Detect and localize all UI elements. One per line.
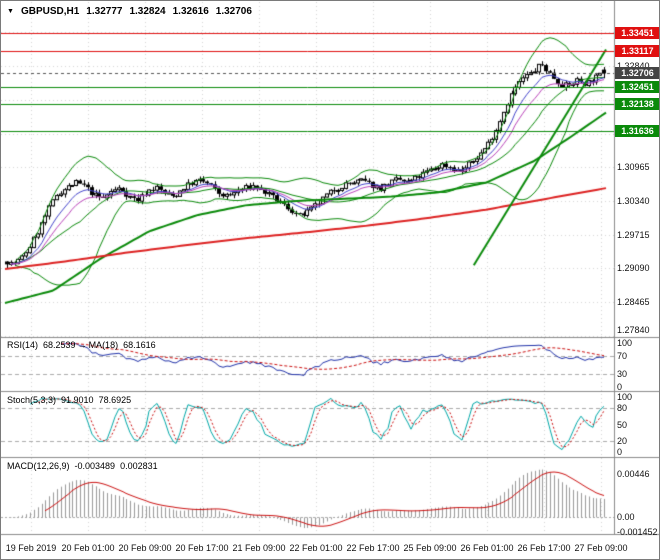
support-price-label: 1.32451 — [615, 81, 659, 94]
macd-signal-value: 0.002831 — [120, 461, 158, 471]
rsi-axis-tick: 100 — [617, 338, 633, 348]
macd-axis-tick: -0.001452 — [617, 526, 658, 537]
macd-axis-tick: 0.00446 — [617, 468, 650, 479]
macd-name: MACD(12,26,9) — [7, 461, 70, 471]
time-axis-label: 20 Feb 01:00 — [61, 543, 115, 553]
time-axis-label: 26 Feb 17:00 — [517, 543, 571, 553]
time-axis-label: 20 Feb 09:00 — [118, 543, 172, 553]
price-axis-tick: 1.29715 — [617, 229, 650, 240]
stoch-name: Stoch(5,3,3) — [7, 395, 57, 405]
price-axis-tick: 1.27840 — [617, 325, 650, 335]
ohlc-open-value: 1.32777 — [86, 6, 123, 17]
stoch-signal-value: 78.6925 — [98, 395, 132, 405]
ohlc-low-value: 1.32616 — [172, 6, 209, 17]
time-axis-label: 19 Feb 2019 — [5, 543, 57, 553]
price-axis-tick: 1.30965 — [617, 162, 650, 173]
stoch-axis-tick: 0 — [617, 447, 623, 457]
stoch-value: 91.9010 — [61, 395, 94, 405]
ohlc-high-value: 1.32824 — [129, 6, 166, 17]
time-axis-label: 26 Feb 01:00 — [460, 543, 514, 553]
stoch-axis-tick: 50 — [617, 419, 628, 430]
symbol-timeframe-label: GBPUSD,H1 — [20, 6, 80, 17]
ohlc-close-value: 1.32706 — [215, 6, 252, 17]
price-axis-tick: 1.30340 — [617, 196, 650, 207]
chart-header: ▼ GBPUSD,H1 1.32777 1.32824 1.32616 1.32… — [7, 6, 252, 17]
price-axis-tick: 1.32840 — [617, 61, 650, 72]
time-axis-label: 25 Feb 09:00 — [403, 543, 457, 553]
resistance-price-label: 1.33451 — [615, 27, 659, 40]
stoch-axis-tick: 80 — [617, 403, 628, 413]
time-axis-label: 27 Feb 09:00 — [574, 543, 628, 553]
stoch-indicator-label: Stoch(5,3,3) 91.9010 78.6925 — [7, 395, 131, 405]
support-price-label: 1.32138 — [615, 98, 659, 111]
rsi-name: RSI(14) — [7, 340, 39, 350]
rsi-axis-tick: 30 — [617, 368, 628, 379]
symbol-dropdown-icon[interactable]: ▼ — [7, 7, 14, 15]
time-axis-label: 22 Feb 01:00 — [289, 543, 343, 553]
time-axis-label: 20 Feb 17:00 — [175, 543, 229, 553]
rsi-ma-value: 68.1616 — [123, 340, 156, 350]
stoch-axis-tick: 100 — [617, 392, 633, 402]
time-axis-label: 21 Feb 09:00 — [232, 543, 286, 553]
stoch-axis-tick: 20 — [617, 436, 628, 446]
support-price-label: 1.31636 — [615, 125, 659, 138]
rsi-value: 68.2539 — [43, 340, 76, 350]
current-price-label: 1.32706 — [615, 67, 659, 80]
resistance-price-label: 1.33117 — [615, 45, 659, 58]
time-axis-label: 22 Feb 17:00 — [346, 543, 400, 553]
rsi-axis-tick: 70 — [617, 351, 628, 362]
macd-value: -0.003489 — [74, 461, 116, 471]
rsi-ma-arrow-icon: → — [77, 340, 87, 350]
rsi-indicator-label: RSI(14) 68.2539 → MA(18) 68.1616 — [7, 340, 156, 350]
price-axis-tick: 1.29090 — [617, 263, 650, 274]
rsi-axis-tick: 0 — [617, 382, 623, 392]
price-axis-tick: 1.28465 — [617, 297, 650, 308]
macd-indicator-label: MACD(12,26,9) -0.003489 0.002831 — [7, 461, 158, 471]
macd-axis-tick: 0.00 — [617, 512, 635, 523]
rsi-ma-name: MA(18) — [88, 340, 119, 350]
